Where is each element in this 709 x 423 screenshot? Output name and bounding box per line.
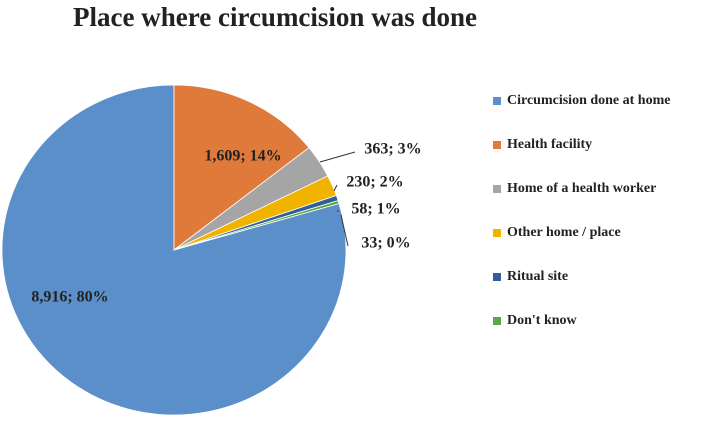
data-label: 33; 0% — [361, 235, 410, 252]
legend-swatch — [493, 97, 501, 105]
legend-swatch — [493, 141, 501, 149]
legend-label: Ritual site — [507, 269, 568, 284]
chart-title: Place where circumcision was done — [73, 2, 477, 32]
legend-label: Other home / place — [507, 225, 621, 240]
data-label: 58; 1% — [351, 201, 400, 218]
legend-swatch — [493, 273, 501, 281]
legend-label: Health facility — [507, 137, 592, 152]
leader-line — [333, 184, 338, 192]
leader-line — [340, 214, 349, 247]
legend-label: Home of a health worker — [507, 181, 656, 196]
legend-swatch — [493, 317, 501, 325]
legend-swatch — [493, 185, 501, 193]
data-label: 8,916; 80% — [31, 289, 108, 306]
legend-swatch — [493, 229, 501, 237]
data-label: 363; 3% — [364, 141, 421, 158]
legend-label: Don't know — [507, 313, 578, 328]
data-label: 1,609; 14% — [204, 148, 281, 165]
pie-slice — [173, 84, 310, 251]
legend-label: Circumcision done at home — [507, 93, 670, 108]
pie-slice — [173, 200, 340, 251]
data-label: 230; 2% — [346, 174, 403, 191]
leader-line — [319, 151, 356, 163]
